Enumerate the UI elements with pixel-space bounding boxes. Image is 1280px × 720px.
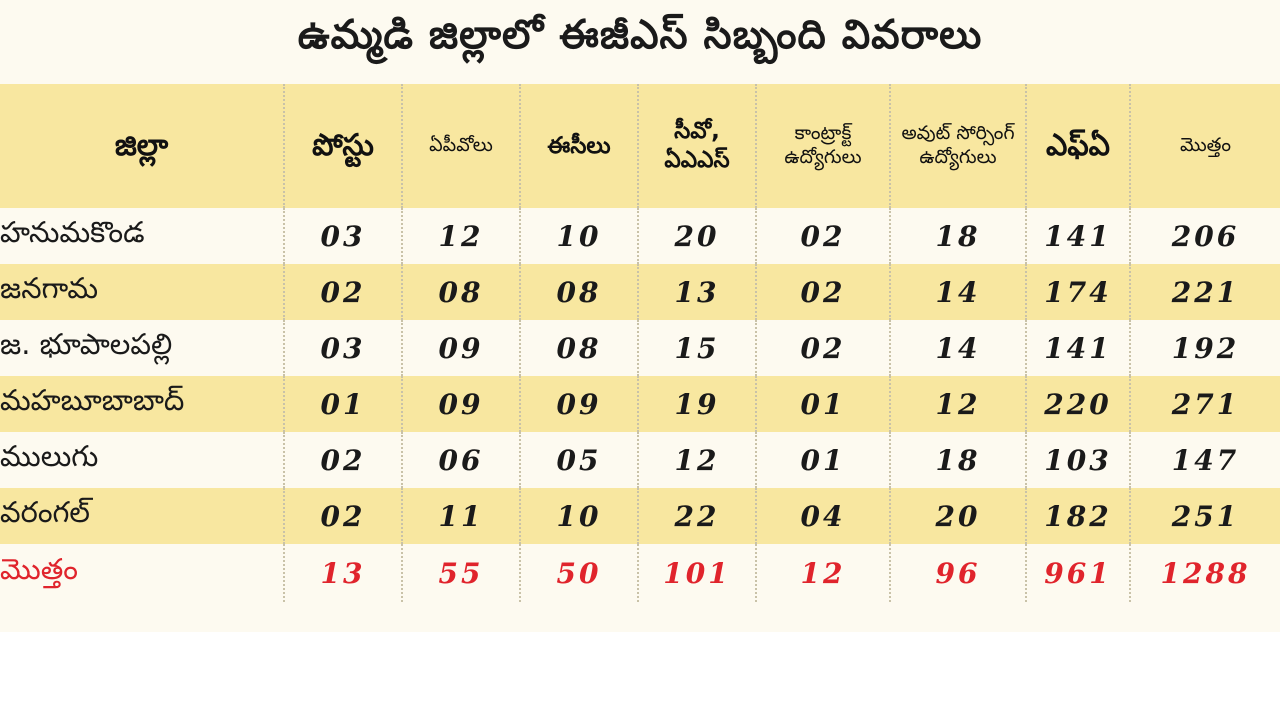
total-value: 96: [889, 544, 1026, 602]
page-title: ఉమ్మడి జిల్లాలో ఈజీఎస్ సిబ్బంది వివరాలు: [0, 0, 1280, 80]
header-fa: ఎఫ్ఏ: [1025, 84, 1130, 208]
cell-value: 15: [637, 320, 756, 376]
cell-value: 19: [637, 376, 756, 432]
total-row: మొత్తం 13 55 50 101 12 96 961 1288: [0, 544, 1280, 602]
cell-value: 09: [401, 320, 520, 376]
cell-value: 02: [755, 208, 890, 264]
cell-value: 12: [889, 376, 1026, 432]
header-ecs: ఈసీలు: [519, 84, 638, 208]
cell-value: 01: [283, 376, 402, 432]
cell-value: 220: [1025, 376, 1130, 432]
cell-value: 08: [519, 320, 638, 376]
cell-value: 141: [1025, 208, 1130, 264]
cell-value: 251: [1129, 488, 1280, 544]
cell-value: 03: [283, 320, 402, 376]
table-row: ములుగు 02 06 05 12 01 18 103 147: [0, 432, 1280, 488]
cell-value: 11: [401, 488, 520, 544]
total-value: 961: [1025, 544, 1130, 602]
total-value: 55: [401, 544, 520, 602]
table-row: హనుమకొండ 03 12 10 20 02 18 141 206: [0, 208, 1280, 264]
header-contract-employees: కాంట్రాక్ట్ ఉద్యోగులు: [755, 84, 890, 208]
total-value: 13: [283, 544, 402, 602]
cell-value: 10: [519, 488, 638, 544]
cell-value: 02: [755, 320, 890, 376]
cell-value: 18: [889, 208, 1026, 264]
cell-value: 14: [889, 320, 1026, 376]
district-name: జనగామ: [0, 271, 99, 305]
cell-value: 14: [889, 264, 1026, 320]
cell-value: 20: [637, 208, 756, 264]
cell-value: 03: [283, 208, 402, 264]
total-label: మొత్తం: [0, 552, 78, 586]
cell-value: 04: [755, 488, 890, 544]
cell-value: 206: [1129, 208, 1280, 264]
cell-value: 174: [1025, 264, 1130, 320]
table-row: వరంగల్ 02 11 10 22 04 20 182 251: [0, 488, 1280, 544]
district-name: ములుగు: [0, 439, 99, 473]
cell-value: 192: [1129, 320, 1280, 376]
total-value: 1288: [1129, 544, 1280, 602]
total-value: 101: [637, 544, 756, 602]
cell-value: 20: [889, 488, 1026, 544]
table-row: మహబూబాబాద్ 01 09 09 19 01 12 220 271: [0, 376, 1280, 432]
district-name: జ. భూపాలపల్లి: [0, 327, 173, 361]
cell-value: 08: [519, 264, 638, 320]
cell-value: 05: [519, 432, 638, 488]
cell-value: 182: [1025, 488, 1130, 544]
cell-value: 06: [401, 432, 520, 488]
cell-value: 09: [519, 376, 638, 432]
header-cos: సీవో, ఏఎఎస్: [637, 84, 756, 208]
district-name: వరంగల్: [0, 495, 90, 529]
table-row: జ. భూపాలపల్లి 03 09 08 15 02 14 141 192: [0, 320, 1280, 376]
table-row: జనగామ 02 08 08 13 02 14 174 221: [0, 264, 1280, 320]
cell-value: 02: [283, 488, 402, 544]
cell-value: 271: [1129, 376, 1280, 432]
header-total: మొత్తం: [1129, 84, 1280, 208]
cell-value: 12: [637, 432, 756, 488]
cell-value: 18: [889, 432, 1026, 488]
cell-value: 01: [755, 376, 890, 432]
cell-value: 01: [755, 432, 890, 488]
header-row: జిల్లా పోస్టు ఏపీవోలు ఈసీలు సీవో, ఏఎఎస్ …: [0, 84, 1280, 208]
staff-table: జిల్లా పోస్టు ఏపీవోలు ఈసీలు సీవో, ఏఎఎస్ …: [0, 84, 1280, 602]
header-apos: ఏపీవోలు: [401, 84, 520, 208]
cell-value: 02: [283, 264, 402, 320]
district-name: హనుమకొండ: [0, 215, 145, 249]
total-value: 50: [519, 544, 638, 602]
cell-value: 02: [755, 264, 890, 320]
header-district: జిల్లా: [114, 128, 169, 164]
header-posts: పోస్టు: [283, 84, 402, 208]
cell-value: 103: [1025, 432, 1130, 488]
cell-value: 10: [519, 208, 638, 264]
cell-value: 09: [401, 376, 520, 432]
cell-value: 13: [637, 264, 756, 320]
cell-value: 147: [1129, 432, 1280, 488]
cell-value: 08: [401, 264, 520, 320]
cell-value: 12: [401, 208, 520, 264]
cell-value: 141: [1025, 320, 1130, 376]
cell-value: 221: [1129, 264, 1280, 320]
total-value: 12: [755, 544, 890, 602]
district-name: మహబూబాబాద్: [0, 383, 185, 417]
header-outsourcing-employees: అవుట్ సోర్సింగ్ ఉద్యోగులు: [889, 84, 1026, 208]
cell-value: 02: [283, 432, 402, 488]
cell-value: 22: [637, 488, 756, 544]
